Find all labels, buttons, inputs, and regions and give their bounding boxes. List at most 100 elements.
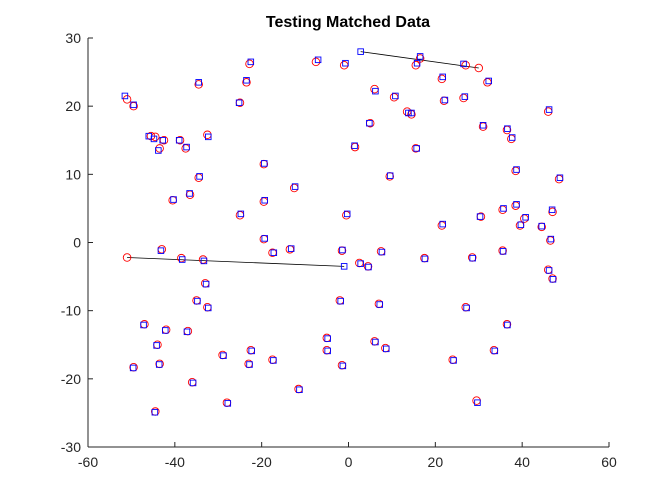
circle-marker	[389, 93, 399, 102]
square-marker	[439, 73, 446, 81]
square-marker	[413, 59, 421, 67]
circle-marker	[511, 201, 520, 210]
circle-marker	[339, 61, 349, 70]
square-marker	[224, 400, 232, 407]
square-marker	[324, 347, 331, 355]
circle-marker	[246, 345, 256, 355]
circle-marker	[543, 265, 553, 275]
x-tick-label: -20	[252, 454, 272, 470]
circle-marker	[335, 296, 345, 305]
x-tick-label: -40	[165, 454, 185, 470]
circle-marker	[289, 183, 299, 193]
circle-marker	[245, 59, 254, 69]
circle-marker	[520, 214, 529, 223]
circle-marker	[198, 255, 208, 264]
circle-marker	[244, 359, 253, 369]
square-marker	[538, 222, 545, 230]
square-marker	[178, 256, 186, 263]
square-marker	[392, 92, 399, 100]
square-marker	[183, 328, 191, 336]
square-marker	[416, 53, 424, 60]
circle-marker	[285, 245, 295, 254]
square-marker	[237, 210, 245, 218]
circle-marker	[355, 258, 364, 268]
square-marker	[205, 304, 212, 312]
circle-marker	[122, 95, 132, 104]
circle-marker	[181, 144, 190, 153]
circle-marker	[474, 63, 484, 73]
circle-marker	[439, 96, 449, 105]
circle-marker	[183, 326, 193, 336]
circle-marker	[194, 173, 203, 182]
square-marker	[247, 58, 255, 66]
square-marker	[469, 254, 476, 262]
y-tick-label: -30	[61, 439, 81, 455]
square-marker	[130, 101, 137, 109]
circle-marker	[200, 279, 210, 288]
circle-marker	[543, 107, 553, 116]
square-marker	[339, 246, 346, 254]
square-marker	[441, 96, 449, 104]
square-marker	[342, 59, 349, 67]
circle-marker	[342, 210, 351, 220]
square-marker	[460, 60, 467, 68]
square-marker	[287, 245, 295, 252]
square-marker	[155, 361, 163, 368]
square-marker	[337, 297, 344, 305]
square-marker	[522, 214, 529, 221]
square-marker	[186, 190, 193, 197]
circle-marker	[376, 247, 386, 256]
circle-marker	[259, 234, 269, 244]
x-tick-label: -60	[78, 454, 98, 470]
square-marker	[408, 109, 415, 117]
square-marker	[324, 335, 331, 342]
square-marker	[376, 301, 384, 308]
y-tick-label: -10	[61, 303, 81, 319]
square-marker	[383, 345, 390, 353]
y-tick-label: -20	[61, 371, 81, 387]
circle-marker	[448, 355, 457, 364]
square-marker	[479, 122, 487, 129]
circle-marker	[218, 350, 227, 360]
match-line	[360, 51, 479, 69]
circle-marker	[242, 78, 251, 87]
x-tick-label: 20	[428, 454, 444, 470]
square-marker	[372, 338, 379, 346]
circle-marker	[203, 130, 212, 140]
chart-title: Testing Matched Data	[266, 14, 430, 31]
square-marker	[205, 133, 212, 141]
square-marker	[270, 357, 277, 364]
square-marker	[500, 205, 507, 212]
square-marker	[421, 255, 429, 263]
square-marker	[270, 249, 278, 256]
circle-marker	[187, 377, 197, 387]
circle-marker	[153, 340, 162, 350]
circle-marker	[268, 355, 277, 364]
circle-marker	[322, 345, 332, 355]
square-marker	[157, 247, 165, 254]
square-marker	[246, 361, 253, 368]
circle-marker	[370, 337, 379, 346]
circle-marker	[157, 245, 167, 254]
square-marker	[162, 327, 169, 334]
square-marker	[340, 263, 348, 270]
square-marker	[545, 106, 553, 113]
square-marker	[183, 143, 190, 151]
y-tick-label: 30	[65, 30, 81, 46]
y-tick-label: 10	[65, 166, 81, 182]
circle-marker	[381, 343, 390, 353]
circle-marker	[402, 107, 412, 116]
square-marker	[461, 93, 469, 100]
square-marker	[517, 221, 525, 229]
square-marker	[549, 276, 557, 283]
x-tick-label: 0	[345, 454, 353, 470]
square-marker	[235, 99, 243, 107]
square-marker	[243, 77, 250, 84]
square-marker	[155, 147, 162, 154]
square-marker	[261, 235, 268, 242]
square-marker	[195, 79, 202, 86]
data-points	[121, 48, 564, 416]
square-marker	[189, 379, 197, 387]
square-marker	[508, 134, 516, 141]
